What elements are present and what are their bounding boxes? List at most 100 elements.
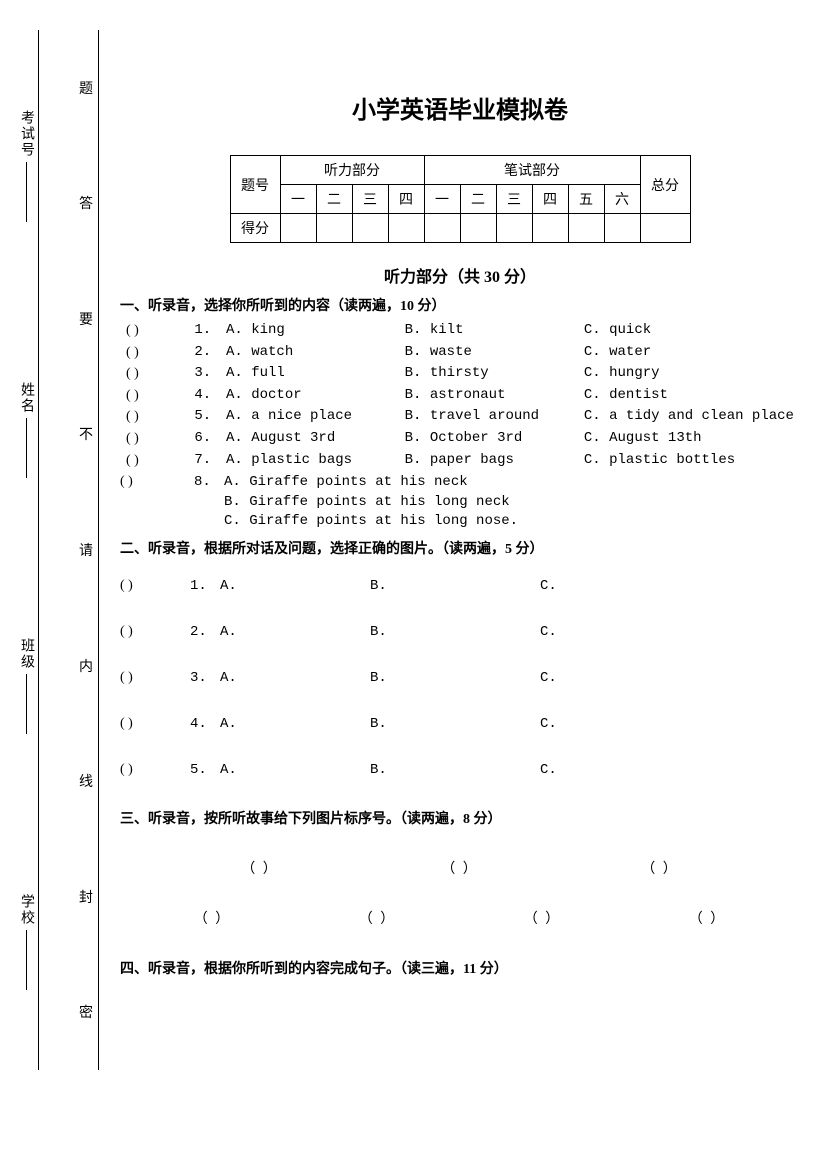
opt-a: A. August 3rd	[222, 429, 399, 449]
score-cell	[388, 214, 424, 243]
opt-b: B. travel around	[401, 407, 578, 427]
page-content: 小学英语毕业模拟卷 题号 听力部分 笔试部分 总分 一 二 三 四 一 二 三 …	[120, 90, 800, 982]
q-num: 2.	[190, 624, 220, 640]
section4-title: 四、听录音，根据你所听到的内容完成句子。（读三遍，11 分）	[120, 958, 800, 978]
inner-label: 要	[79, 309, 93, 329]
q-num: 6.	[190, 429, 220, 449]
listening-header: 听力部分	[280, 156, 424, 185]
written-sub: 六	[604, 185, 640, 214]
section1-table: ( )1.A. kingB. kiltC. quick( )2.A. watch…	[120, 319, 800, 472]
inner-label: 密	[79, 1002, 93, 1022]
written-header: 笔试部分	[424, 156, 640, 185]
section2-row: ( )5.A.B.C.	[120, 762, 800, 778]
q-num: 4.	[190, 716, 220, 732]
opt-c: C. hungry	[580, 364, 798, 384]
opt-a: A. Giraffe points at his neck	[224, 474, 468, 490]
inner-label: 题	[79, 78, 93, 98]
opt-b: B.	[370, 624, 540, 640]
q-num: 1.	[190, 578, 220, 594]
order-blank: （ ）	[524, 908, 562, 928]
written-sub: 三	[496, 185, 532, 214]
section3-row2: （ ）（ ）（ ）（ ）	[120, 908, 800, 928]
section1-title: 一、听录音，选择你所听到的内容（读两遍，10 分）	[120, 295, 800, 315]
opt-a: A. watch	[222, 343, 399, 363]
opt-c: C. dentist	[580, 386, 798, 406]
answer-paren: ( )	[122, 343, 188, 363]
page-title: 小学英语毕业模拟卷	[120, 90, 800, 125]
listening-sub: 二	[316, 185, 352, 214]
opt-a: A.	[220, 578, 370, 594]
section1-row: ( )4.A. doctorB. astronautC. dentist	[122, 386, 798, 406]
opt-b: B.	[370, 716, 540, 732]
score-cell	[424, 214, 460, 243]
opt-b: B.	[370, 578, 540, 594]
opt-a: A. king	[222, 321, 399, 341]
section2-row: ( )3.A.B.C.	[120, 670, 800, 686]
opt-b: B. thirsty	[401, 364, 578, 384]
inner-label: 答	[79, 193, 93, 213]
section1-row: ( )7.A. plastic bagsB. paper bagsC. plas…	[122, 451, 798, 471]
opt-c: C. a tidy and clean place	[580, 407, 798, 427]
q-num: 4.	[190, 386, 220, 406]
section1-row: ( )1.A. kingB. kiltC. quick	[122, 321, 798, 341]
q-num: 1.	[190, 321, 220, 341]
written-sub: 一	[424, 185, 460, 214]
score-table: 题号 听力部分 笔试部分 总分 一 二 三 四 一 二 三 四 五 六 得分	[230, 155, 691, 243]
section1-row: ( )3.A. fullB. thirstyC. hungry	[122, 364, 798, 384]
score-row-header: 得分	[230, 214, 280, 243]
inner-label: 线	[79, 771, 93, 791]
score-cell	[352, 214, 388, 243]
written-sub: 四	[532, 185, 568, 214]
inner-label: 封	[79, 887, 93, 907]
answer-paren: ( )	[120, 578, 190, 594]
order-blank: （ ）	[241, 858, 279, 878]
opt-b: B. kilt	[401, 321, 578, 341]
listening-sub: 三	[352, 185, 388, 214]
opt-a: A.	[220, 762, 370, 778]
written-sub: 五	[568, 185, 604, 214]
section2-row: ( )2.A.B.C.	[120, 624, 800, 640]
section1-item8: ( )8.A. Giraffe points at his neck B. Gi…	[120, 472, 800, 532]
opt-a: A.	[220, 670, 370, 686]
q-num: 3.	[190, 364, 220, 384]
inner-labels: 密 封 线 内 请 不 要 答 题	[78, 30, 94, 1070]
opt-c: C.	[540, 762, 557, 778]
listening-sub: 一	[280, 185, 316, 214]
q-num: 7.	[190, 451, 220, 471]
margin-label-school: 学校	[16, 894, 36, 926]
margin-label-name: 姓名	[16, 382, 36, 414]
opt-b: B. waste	[401, 343, 578, 363]
answer-paren: ( )	[122, 429, 188, 449]
order-blank: （ ）	[641, 858, 679, 878]
opt-b: B.	[370, 670, 540, 686]
written-sub: 二	[460, 185, 496, 214]
answer-paren: ( )	[120, 624, 190, 640]
q-num: 8.	[194, 473, 224, 493]
opt-c: C. water	[580, 343, 798, 363]
opt-c: C.	[540, 624, 557, 640]
outer-labels: 学校 班级 姓名 考试号	[18, 30, 34, 1070]
score-cell	[496, 214, 532, 243]
opt-a: A. plastic bags	[222, 451, 399, 471]
row-header: 题号	[230, 156, 280, 214]
score-cell	[532, 214, 568, 243]
answer-paren: ( )	[122, 364, 188, 384]
section2-body: ( )1.A.B.C.( )2.A.B.C.( )3.A.B.C.( )4.A.…	[120, 578, 800, 778]
margin-label-class: 班级	[16, 638, 36, 670]
listening-sub: 四	[388, 185, 424, 214]
answer-paren: ( )	[120, 670, 190, 686]
section1-row: ( )5.A. a nice placeB. travel aroundC. a…	[122, 407, 798, 427]
section1-row: ( )2.A. watchB. wasteC. water	[122, 343, 798, 363]
inner-binding-line	[98, 30, 99, 1070]
score-cell	[460, 214, 496, 243]
q-num: 2.	[190, 343, 220, 363]
answer-paren: ( )	[122, 386, 188, 406]
opt-b: B. astronaut	[401, 386, 578, 406]
opt-c: C. August 13th	[580, 429, 798, 449]
order-blank: （ ）	[194, 908, 232, 928]
score-cell	[568, 214, 604, 243]
order-blank: （ ）	[689, 908, 727, 928]
score-cell	[640, 214, 690, 243]
margin-label-examno: 考试号	[16, 110, 36, 158]
score-cell	[280, 214, 316, 243]
